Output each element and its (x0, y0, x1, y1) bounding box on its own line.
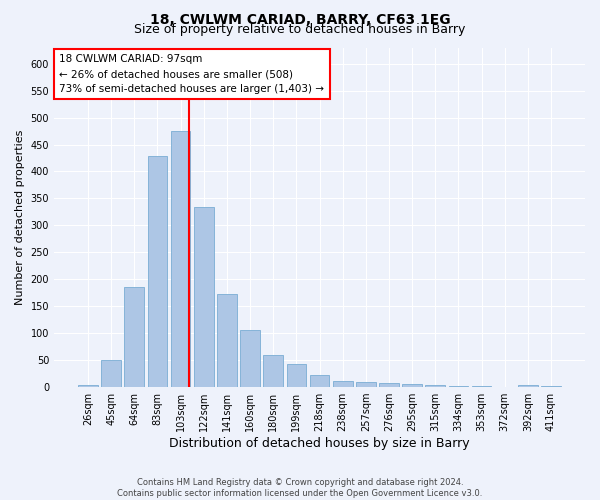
Bar (101, 360, 121, 387)
Text: Size of property relative to detached houses in Barry: Size of property relative to detached ho… (134, 22, 466, 36)
Bar (402, 384, 422, 387)
Bar (194, 206, 214, 387)
Bar (472, 386, 491, 387)
Bar (518, 385, 538, 387)
Text: Contains HM Land Registry data © Crown copyright and database right 2024.
Contai: Contains HM Land Registry data © Crown c… (118, 478, 482, 498)
Bar (240, 330, 260, 387)
Text: 18 CWLWM CARIAD: 97sqm
← 26% of detached houses are smaller (508)
73% of semi-de: 18 CWLWM CARIAD: 97sqm ← 26% of detached… (59, 54, 325, 94)
Bar (78, 385, 98, 387)
Bar (379, 383, 399, 387)
Bar (541, 386, 561, 387)
Bar (425, 386, 445, 387)
Bar (171, 131, 190, 387)
Bar (263, 354, 283, 387)
Bar (310, 375, 329, 387)
Bar (217, 294, 237, 387)
Bar (449, 386, 468, 387)
Bar (148, 156, 167, 387)
Bar (356, 382, 376, 387)
Bar (287, 364, 306, 387)
Bar (124, 288, 144, 387)
Y-axis label: Number of detached properties: Number of detached properties (15, 130, 25, 305)
Bar (495, 386, 515, 387)
Text: 18, CWLWM CARIAD, BARRY, CF63 1EG: 18, CWLWM CARIAD, BARRY, CF63 1EG (149, 12, 451, 26)
Bar (333, 381, 353, 387)
X-axis label: Distribution of detached houses by size in Barry: Distribution of detached houses by size … (169, 437, 470, 450)
